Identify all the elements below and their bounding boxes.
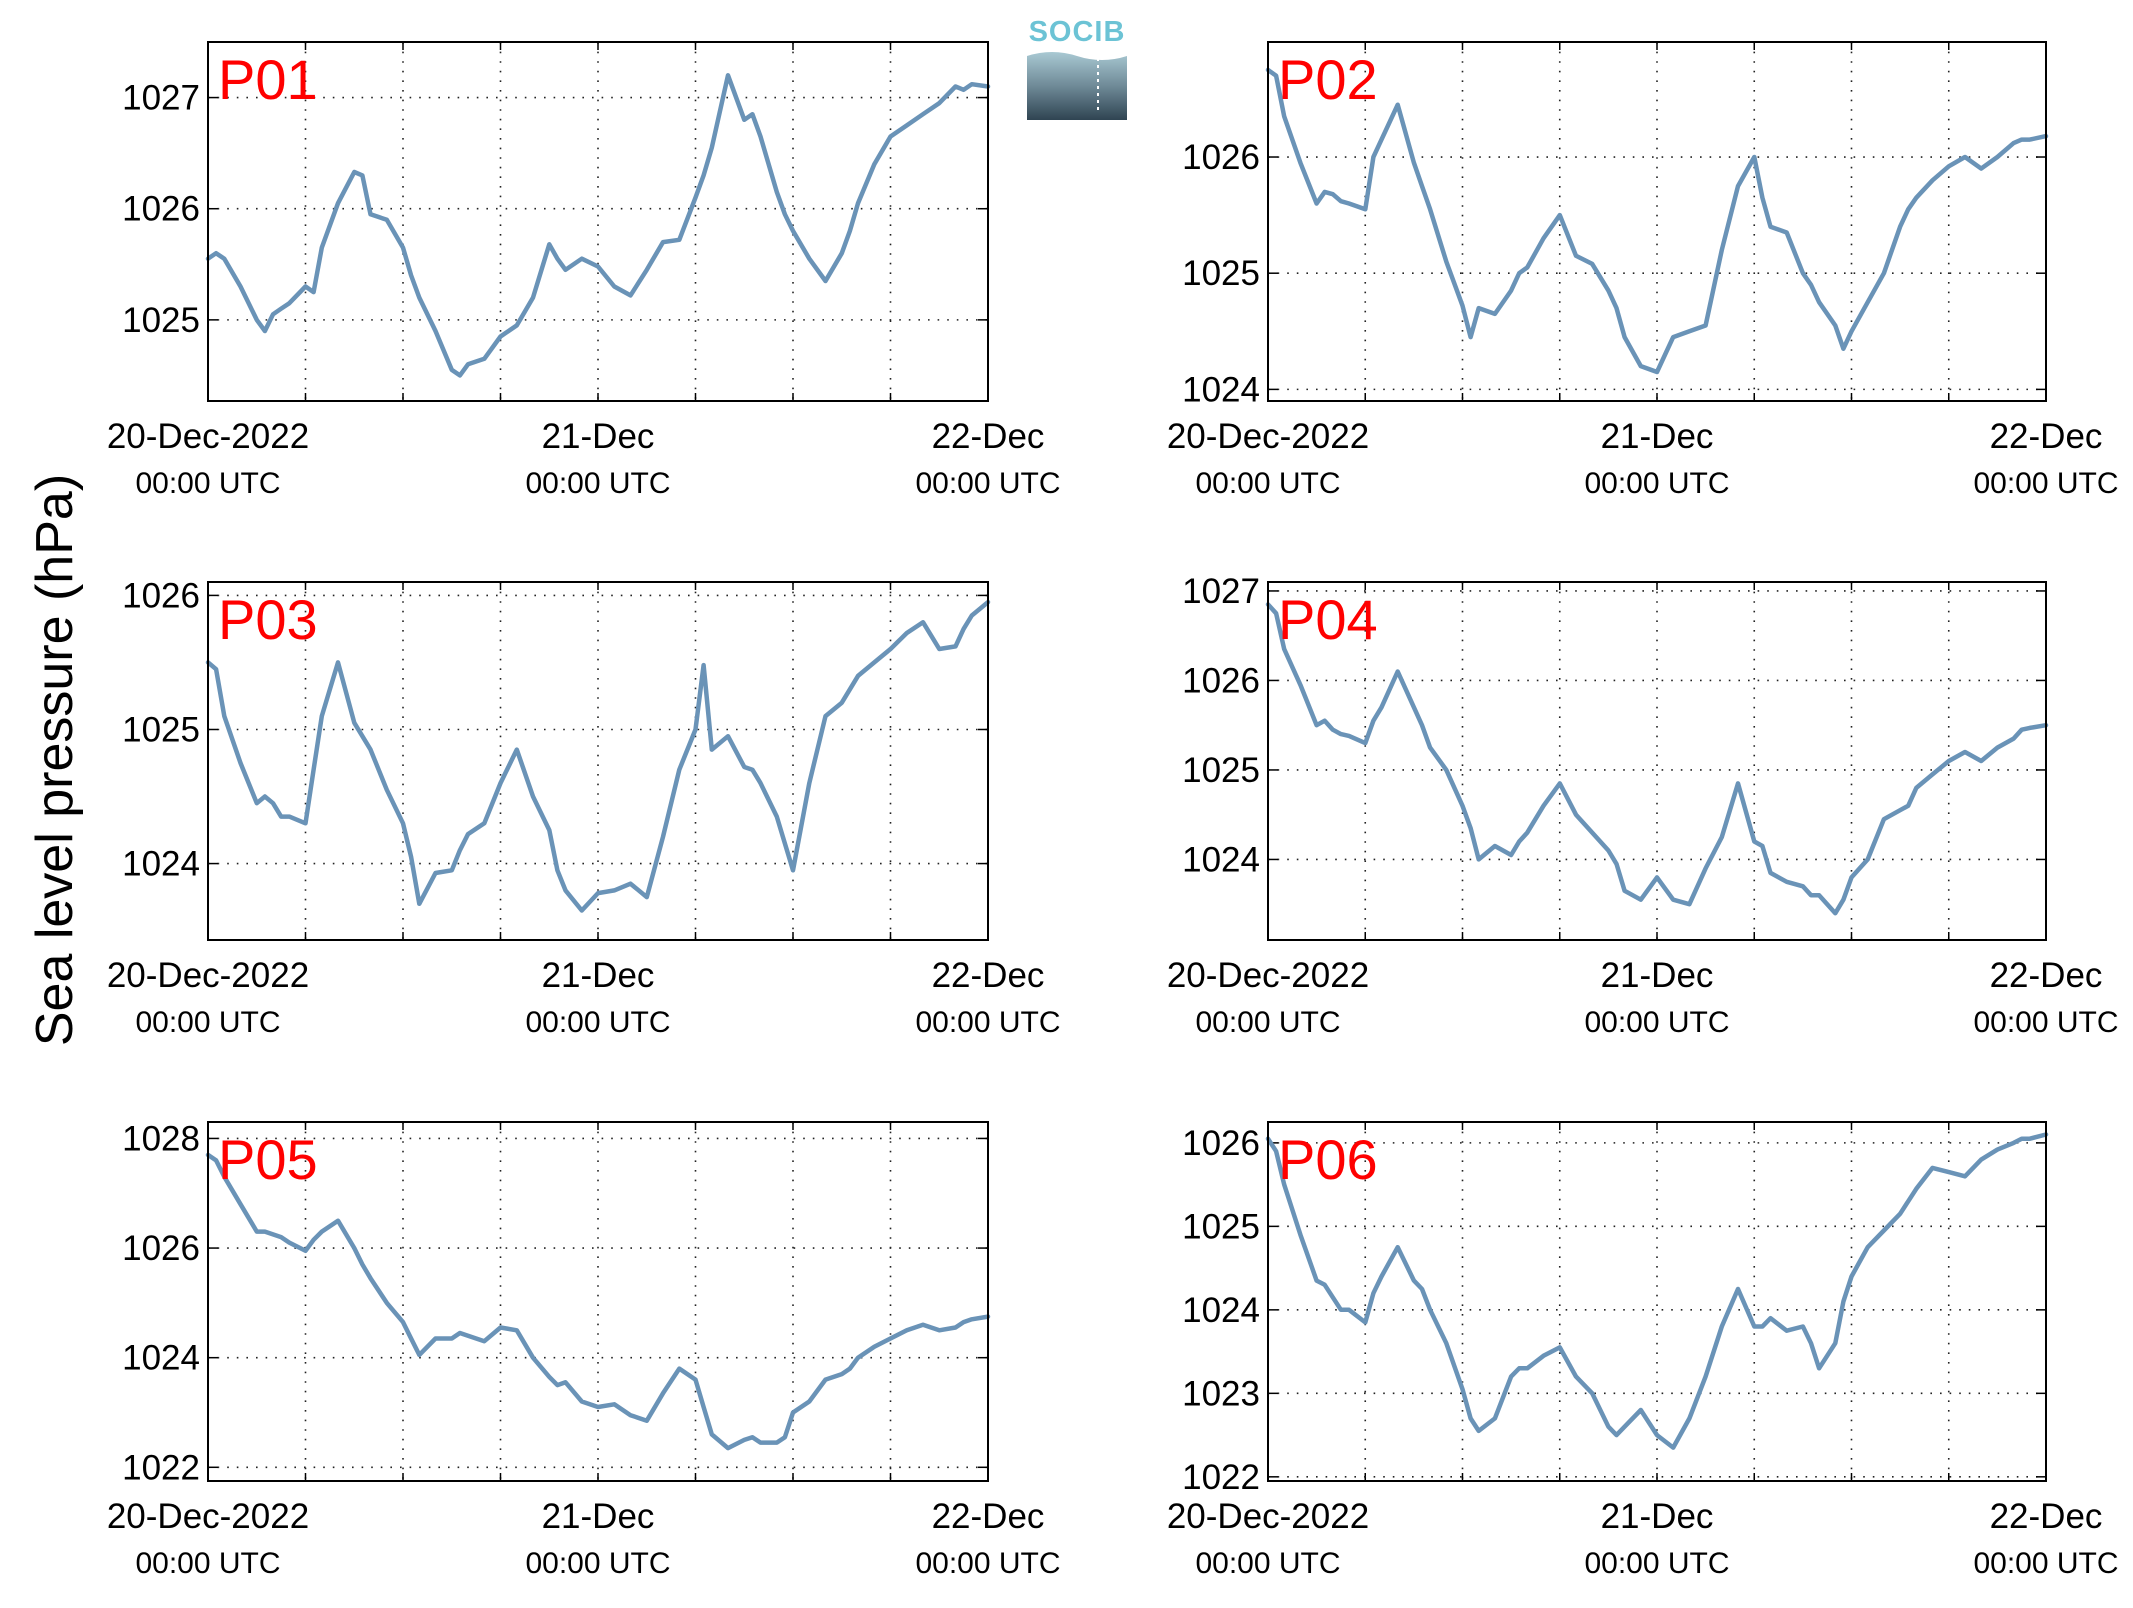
x-tick-label-date: 22-Dec	[932, 956, 1045, 995]
x-tick-label-time: 00:00 UTC	[525, 1006, 670, 1039]
x-tick-label-date: 21-Dec	[542, 956, 655, 995]
panel-p05: 1022 1024 1026 1028 P05 20-Dec-2022 00:00 UTC 2…	[107, 1119, 1061, 1580]
y-tick-label: 1022	[1182, 1458, 1260, 1497]
y-tick-label: 1026	[122, 1229, 200, 1268]
y-tick-label: 1026	[1182, 138, 1260, 177]
x-tick-label-date: 22-Dec	[1990, 417, 2103, 456]
x-tick-label-time: 00:00 UTC	[1584, 467, 1729, 500]
panel-p04: 1024 1025 1026 1027 P04 20-Dec-2022 00:00 UTC 2…	[1167, 572, 2119, 1039]
x-tick-label-time: 00:00 UTC	[1195, 467, 1340, 500]
y-tick-label: 1024	[122, 845, 200, 884]
y-tick-label: 1024	[122, 1339, 200, 1378]
x-tick-label-time: 00:00 UTC	[135, 1006, 280, 1039]
x-tick-label-time: 00:00 UTC	[915, 467, 1060, 500]
y-tick-label: 1024	[1182, 1291, 1260, 1330]
y-tick-label: 1025	[1182, 751, 1260, 790]
x-tick-label-time: 00:00 UTC	[135, 467, 280, 500]
plot-frame	[207, 581, 989, 941]
series-line-p02	[1265, 67, 2049, 375]
series-line-p05	[205, 1152, 991, 1451]
y-tick-label: 1025	[122, 710, 200, 749]
y-tick-label: 1025	[1182, 254, 1260, 293]
y-tick-label: 1028	[122, 1119, 200, 1158]
panel-label: P01	[218, 48, 318, 111]
panel-p06: 1022 1023 1024 1025 1026 P06 20-Dec-2022 00:00 …	[1167, 1121, 2119, 1580]
x-tick-label-time: 00:00 UTC	[1973, 1006, 2118, 1039]
panel-label: P03	[218, 588, 318, 651]
plot-frame	[207, 41, 989, 402]
x-tick-label-date: 21-Dec	[542, 417, 655, 456]
panel-label: P05	[218, 1128, 318, 1191]
x-tick-label-time: 00:00 UTC	[1973, 1547, 2118, 1580]
panel-p03: 1024 1025 1026 P03 20-Dec-2022 00:00 UTC 21-De…	[107, 576, 1061, 1039]
plot-frame	[1267, 41, 2047, 402]
x-tick-label-date: 22-Dec	[932, 417, 1045, 456]
y-tick-label: 1022	[122, 1448, 200, 1487]
y-tick-label: 1026	[1182, 661, 1260, 700]
panel-p01: 1025 1026 1027 P01 20-Dec-2022 00:00 UTC 21-De…	[107, 41, 1061, 500]
x-tick-label-time: 00:00 UTC	[915, 1006, 1060, 1039]
x-tick-label-time: 00:00 UTC	[525, 467, 670, 500]
socib-logo: SOCIB	[1027, 16, 1127, 120]
logo-wordmark: SOCIB	[1028, 16, 1126, 48]
y-tick-label: 1025	[1182, 1207, 1260, 1246]
x-tick-label-date: 22-Dec	[1990, 956, 2103, 995]
y-tick-label: 1027	[1182, 572, 1260, 611]
y-tick-label: 1026	[122, 190, 200, 229]
x-tick-label-date: 21-Dec	[1601, 1497, 1714, 1536]
x-tick-label-time: 00:00 UTC	[1584, 1547, 1729, 1580]
plot-frame	[207, 1121, 989, 1482]
panel-p02: 1024 1025 1026 P02 20-Dec-2022 00:00 UTC 21-De…	[1167, 41, 2119, 500]
plot-frame	[1267, 581, 2047, 941]
y-tick-label: 1024	[1182, 370, 1260, 409]
x-tick-label-date: 20-Dec-2022	[107, 417, 309, 456]
x-tick-label-time: 00:00 UTC	[135, 1547, 280, 1580]
x-tick-label-date: 22-Dec	[1990, 1497, 2103, 1536]
panel-label: P04	[1278, 588, 1378, 651]
x-tick-label-date: 20-Dec-2022	[107, 1497, 309, 1536]
x-tick-label-date: 21-Dec	[542, 1497, 655, 1536]
plot-frame	[1267, 1121, 2047, 1482]
x-tick-label-time: 00:00 UTC	[1973, 467, 2118, 500]
x-tick-label-time: 00:00 UTC	[525, 1547, 670, 1580]
logo-graphic	[1027, 52, 1127, 120]
y-tick-label: 1027	[122, 79, 200, 118]
panel-label: P02	[1278, 48, 1378, 111]
y-tick-label: 1026	[122, 576, 200, 615]
y-tick-label: 1023	[1182, 1374, 1260, 1413]
y-tick-label: 1024	[1182, 840, 1260, 879]
x-tick-label-date: 20-Dec-2022	[107, 956, 309, 995]
x-tick-label-date: 21-Dec	[1601, 417, 1714, 456]
x-tick-label-time: 00:00 UTC	[1195, 1547, 1340, 1580]
x-tick-label-date: 20-Dec-2022	[1167, 417, 1369, 456]
x-tick-label-date: 20-Dec-2022	[1167, 956, 1369, 995]
x-tick-label-date: 21-Dec	[1601, 956, 1714, 995]
x-tick-label-date: 20-Dec-2022	[1167, 1497, 1369, 1536]
series-line-p06	[1265, 1132, 2049, 1450]
y-tick-label: 1025	[122, 301, 200, 340]
x-tick-label-date: 22-Dec	[932, 1497, 1045, 1536]
series-line-p03	[205, 599, 991, 913]
series-line-p01	[205, 73, 991, 378]
x-tick-label-time: 00:00 UTC	[915, 1547, 1060, 1580]
series-line-p04	[1265, 602, 2049, 916]
panel-label: P06	[1278, 1128, 1378, 1191]
x-tick-label-time: 00:00 UTC	[1584, 1006, 1729, 1039]
y-tick-label: 1026	[1182, 1124, 1260, 1163]
x-tick-label-time: 00:00 UTC	[1195, 1006, 1340, 1039]
